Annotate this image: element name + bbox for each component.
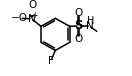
Text: O: O bbox=[28, 0, 36, 10]
Text: O: O bbox=[74, 34, 83, 44]
Text: −O: −O bbox=[11, 13, 28, 23]
Text: +: + bbox=[32, 11, 38, 20]
Text: H: H bbox=[87, 16, 95, 26]
Text: S: S bbox=[74, 19, 83, 32]
Text: F: F bbox=[48, 56, 54, 66]
Text: N: N bbox=[86, 21, 94, 31]
Text: O: O bbox=[74, 8, 83, 18]
Text: N: N bbox=[28, 14, 36, 24]
